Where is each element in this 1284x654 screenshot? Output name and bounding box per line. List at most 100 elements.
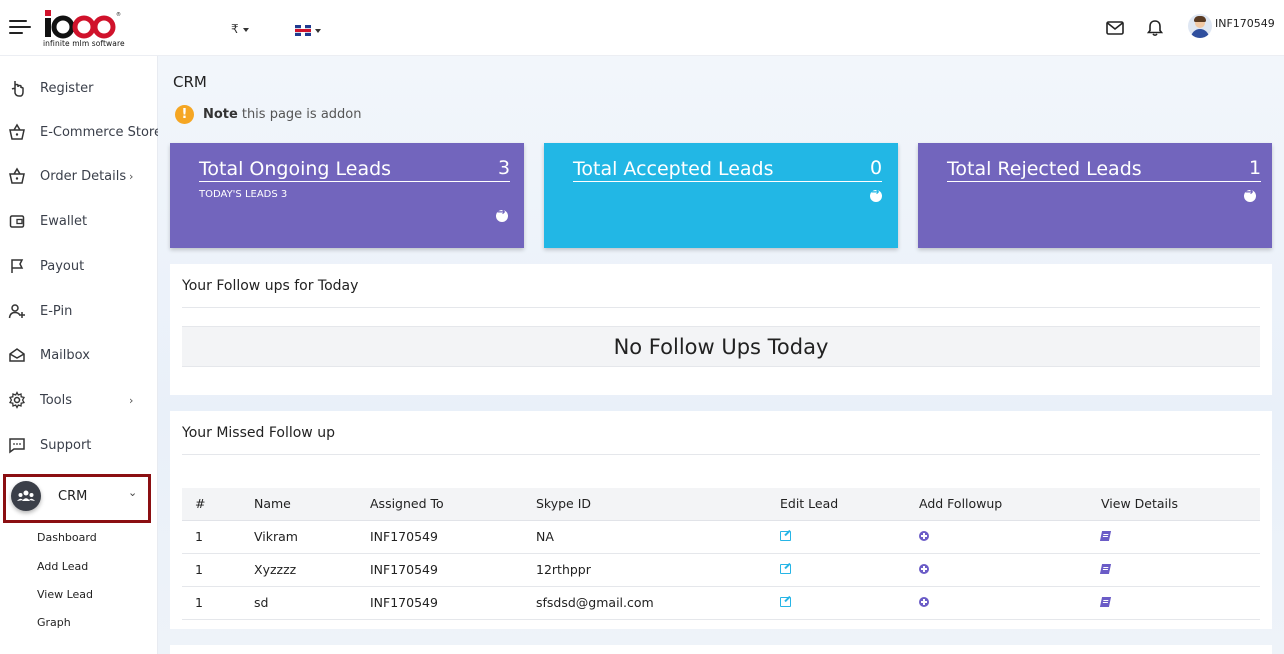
column-header: # bbox=[182, 488, 241, 521]
followups-today-panel: Your Follow ups for Today No Follow Ups … bbox=[170, 264, 1272, 395]
avatar bbox=[1188, 14, 1212, 38]
note-text: this page is addon bbox=[241, 107, 362, 122]
sidebar-item-ecommerce-store[interactable]: E-Commerce Store bbox=[0, 114, 162, 150]
language-dropdown[interactable] bbox=[295, 25, 321, 36]
card-value: 1 bbox=[1249, 157, 1262, 179]
card-underline bbox=[573, 181, 882, 182]
sidebar-item-order-details[interactable]: Order Details › bbox=[0, 158, 158, 194]
add-circle-icon[interactable] bbox=[919, 531, 929, 541]
card-title[interactable]: Total Rejected Leads bbox=[947, 158, 1142, 180]
sidebar-subitem-graph[interactable]: Graph bbox=[37, 616, 71, 629]
user-plus-icon bbox=[8, 304, 25, 319]
card-ongoing-leads: Total Ongoing Leads 3 TODAY'S LEADS 3 bbox=[170, 143, 524, 248]
book-icon[interactable] bbox=[1099, 531, 1112, 541]
user-menu[interactable]: INF170549 bbox=[1188, 14, 1275, 38]
sidebar-item-crm[interactable]: CRM ⌄ bbox=[3, 474, 151, 523]
page-title: CRM bbox=[173, 73, 207, 91]
sidebar-item-label: Payout bbox=[40, 258, 85, 274]
sidebar-item-register[interactable]: Register bbox=[0, 70, 158, 106]
card-rejected-leads: Total Rejected Leads 1 bbox=[918, 143, 1272, 248]
edit-icon[interactable] bbox=[780, 597, 791, 607]
skype-id: sfsdsd@gmail.com bbox=[523, 586, 767, 620]
sidebar-item-label: E-Pin bbox=[40, 303, 73, 319]
column-header: Assigned To bbox=[357, 488, 523, 521]
card-underline bbox=[947, 181, 1261, 182]
main-content: CRM ! Note this page is addon Total Ongo… bbox=[158, 56, 1284, 654]
sidebar-item-label: Tools bbox=[40, 392, 73, 408]
missed-followups-panel: Your Missed Follow up # Name Assigned To… bbox=[170, 411, 1272, 629]
row-number: 1 bbox=[182, 553, 241, 587]
card-subtitle: TODAY'S LEADS 3 bbox=[199, 189, 288, 200]
sidebar: Register E-Commerce Store Order Details … bbox=[0, 56, 162, 654]
top-header: ® infinite mlm software ₹ INF170549 bbox=[0, 0, 1284, 56]
exclamation-icon: ! bbox=[175, 105, 194, 124]
note-label: Note bbox=[203, 107, 238, 122]
currency-symbol: ₹ bbox=[231, 22, 239, 36]
currency-dropdown[interactable]: ₹ bbox=[231, 22, 249, 36]
book-icon[interactable] bbox=[1099, 564, 1112, 574]
chevron-down-icon bbox=[242, 27, 249, 32]
basket-icon bbox=[9, 167, 25, 184]
sidebar-item-tools[interactable]: Tools › bbox=[0, 382, 158, 418]
sidebar-item-label: Register bbox=[40, 80, 94, 96]
sidebar-item-support[interactable]: Support bbox=[0, 427, 158, 463]
column-header: View Details bbox=[1088, 488, 1260, 521]
uk-flag-icon bbox=[295, 25, 311, 36]
chevron-down-icon: ⌄ bbox=[128, 486, 138, 499]
edit-icon[interactable] bbox=[780, 564, 791, 574]
bell-icon[interactable] bbox=[1145, 18, 1165, 38]
add-circle-icon[interactable] bbox=[919, 597, 929, 607]
username: INF170549 bbox=[1215, 16, 1275, 30]
gear-icon bbox=[9, 391, 25, 409]
sidebar-subitem-dashboard[interactable]: Dashboard bbox=[37, 531, 97, 544]
column-header: Name bbox=[241, 488, 357, 521]
card-accepted-leads: Total Accepted Leads 0 bbox=[544, 143, 898, 248]
chat-icon bbox=[9, 438, 25, 454]
assigned-to: INF170549 bbox=[357, 553, 523, 587]
add-circle-icon[interactable] bbox=[919, 564, 929, 574]
lead-name: sd bbox=[241, 586, 357, 620]
assigned-to: INF170549 bbox=[357, 520, 523, 554]
card-title[interactable]: Total Ongoing Leads bbox=[199, 158, 392, 180]
card-title[interactable]: Total Accepted Leads bbox=[573, 158, 774, 180]
sidebar-item-label: CRM bbox=[58, 489, 88, 504]
card-value: 0 bbox=[870, 157, 883, 179]
panel-title: Your Follow ups for Today bbox=[182, 278, 359, 294]
column-header: Add Followup bbox=[906, 488, 1088, 521]
chevron-right-icon: › bbox=[129, 169, 134, 183]
table-header-row: # Name Assigned To Skype ID Edit Lead Ad… bbox=[182, 488, 1260, 521]
mail-icon[interactable] bbox=[1105, 18, 1125, 38]
next-panel bbox=[170, 645, 1272, 654]
chevron-right-icon: › bbox=[129, 393, 134, 407]
row-number: 1 bbox=[182, 520, 241, 554]
lead-name: Xyzzzz bbox=[241, 553, 357, 587]
sidebar-item-payout[interactable]: Payout bbox=[0, 248, 158, 284]
table-row: 1 Xyzzzz INF170549 12rthppr bbox=[182, 553, 1260, 587]
chevron-down-icon bbox=[315, 28, 321, 33]
missed-followups-table: # Name Assigned To Skype ID Edit Lead Ad… bbox=[182, 488, 1260, 620]
skype-id: NA bbox=[523, 520, 767, 554]
book-icon[interactable] bbox=[1099, 597, 1112, 607]
crm-icon bbox=[11, 481, 41, 511]
arrow-circle-right-icon[interactable] bbox=[496, 207, 508, 222]
addon-note: ! Note this page is addon bbox=[175, 105, 361, 124]
flag-icon bbox=[11, 259, 24, 273]
skype-id: 12rthppr bbox=[523, 553, 767, 587]
arrow-circle-right-icon[interactable] bbox=[870, 187, 882, 202]
sidebar-item-label: Support bbox=[40, 437, 92, 453]
sidebar-subitem-add-lead[interactable]: Add Lead bbox=[37, 560, 89, 573]
sidebar-subitem-view-lead[interactable]: View Lead bbox=[37, 588, 94, 601]
table-row: 1 Vikram INF170549 NA bbox=[182, 520, 1260, 554]
sidebar-item-label: Order Details bbox=[40, 168, 127, 184]
sidebar-item-epin[interactable]: E-Pin bbox=[0, 293, 158, 329]
sidebar-item-ewallet[interactable]: Ewallet bbox=[0, 203, 158, 239]
edit-icon[interactable] bbox=[780, 531, 791, 541]
logo[interactable]: ® infinite mlm software bbox=[42, 6, 132, 50]
arrow-circle-right-icon[interactable] bbox=[1244, 187, 1256, 202]
sidebar-item-label: Mailbox bbox=[40, 347, 90, 363]
wallet-icon bbox=[9, 215, 25, 228]
sidebar-item-label: Ewallet bbox=[40, 213, 88, 229]
hamburger-menu-icon[interactable] bbox=[9, 18, 31, 36]
hand-pointer-icon bbox=[11, 81, 24, 97]
sidebar-item-mailbox[interactable]: Mailbox bbox=[0, 337, 158, 373]
